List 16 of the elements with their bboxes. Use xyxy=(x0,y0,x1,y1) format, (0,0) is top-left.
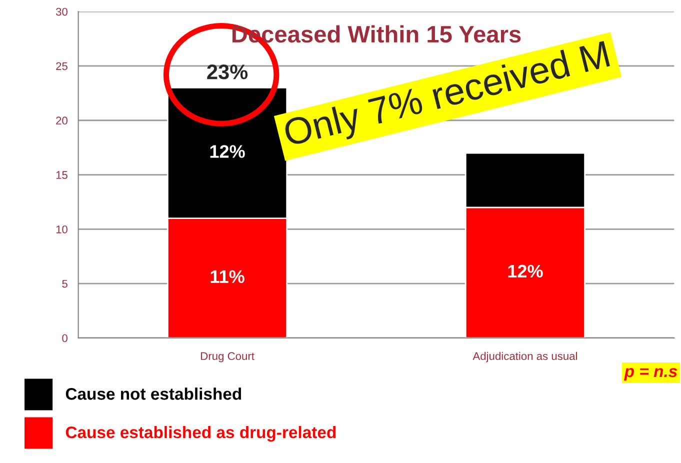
text: p = n.s xyxy=(624,368,678,380)
y-tick-label: 5 xyxy=(62,280,68,288)
data-label: 12% xyxy=(508,264,543,278)
legend-label: Cause established as drug-related xyxy=(66,426,336,442)
y-tick-label: 0 xyxy=(62,334,68,342)
y-tick-label: 15 xyxy=(56,171,68,179)
y-tick-label: 20 xyxy=(56,116,68,125)
data-label: 12% xyxy=(210,145,245,158)
y-tick-label: 25 xyxy=(56,62,68,70)
total-label: 23% xyxy=(207,64,248,80)
y-tick-label: 10 xyxy=(56,225,68,234)
y-tick-label: 30 xyxy=(56,8,68,16)
legend-label: Cause not established xyxy=(66,388,242,400)
x-tick-label: Drug Court xyxy=(201,352,254,362)
x-tick-label: Adjudication as usual xyxy=(472,352,577,362)
data-label: 11% xyxy=(210,270,244,283)
